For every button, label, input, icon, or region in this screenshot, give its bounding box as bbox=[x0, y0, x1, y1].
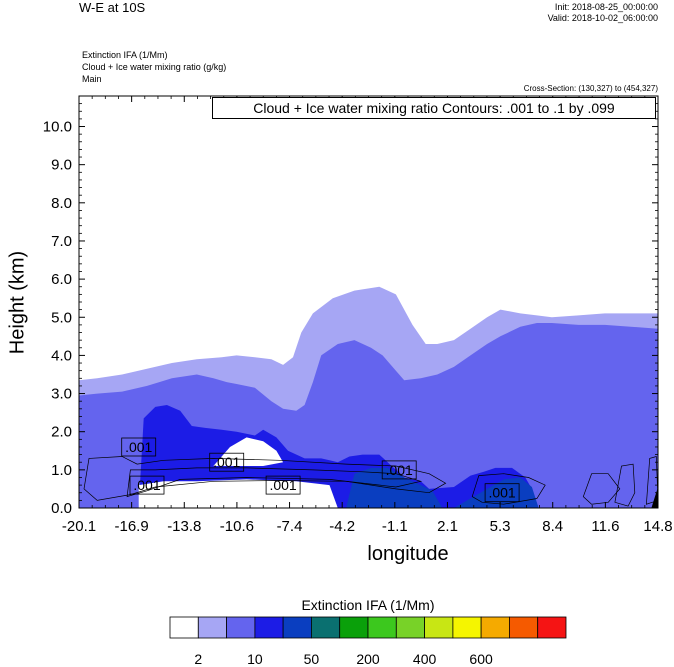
x-tick-label: -16.9 bbox=[114, 518, 148, 535]
x-axis-label: longitude bbox=[367, 543, 449, 565]
colorbar-cell bbox=[508, 616, 539, 639]
colorbar-label: 600 bbox=[469, 651, 493, 667]
colorbar: 2 10 50 200 400 600 bbox=[169, 616, 567, 667]
y-tick-label: 0.0 bbox=[51, 500, 72, 517]
y-tick-label: 8.0 bbox=[51, 195, 72, 212]
contour-label: .001 bbox=[488, 485, 515, 501]
terrain-wedge bbox=[651, 487, 658, 508]
colorbar-label: 50 bbox=[304, 651, 320, 667]
x-tick-label: 2.1 bbox=[437, 518, 458, 535]
colorbar-cell bbox=[367, 616, 397, 639]
colorbar-cell bbox=[480, 616, 510, 639]
colorbar-label: 10 bbox=[247, 651, 263, 667]
y-tick-label: 9.0 bbox=[51, 157, 72, 174]
colorbar-label: 400 bbox=[413, 651, 437, 667]
contour-line-2 bbox=[126, 467, 423, 498]
contour-label: .001 bbox=[386, 462, 413, 478]
x-tick-label: -10.6 bbox=[220, 518, 254, 535]
x-axis: -20.1 -16.9 -13.8 -10.6 -7.4 -4.2 -1.1 2.1 5.3 8.… bbox=[62, 96, 673, 535]
contour-label-box bbox=[129, 475, 165, 495]
contour-label-box bbox=[121, 437, 157, 457]
x-tick-label: -1.1 bbox=[382, 518, 408, 535]
colorbar-cell bbox=[310, 616, 341, 639]
contour-info-box: Cloud + Ice water mixing ratio Contours:… bbox=[212, 97, 656, 119]
contour-label: .001 bbox=[125, 439, 152, 455]
contour-line-1 bbox=[83, 456, 447, 501]
x-tick-label: 11.6 bbox=[591, 518, 619, 535]
field-label-mixing-ratio: Cloud + Ice water mixing ratio (g/kg) bbox=[82, 62, 227, 72]
init-time: Init: 2018-08-25_00:00:00 bbox=[554, 2, 658, 12]
colorbar-cell bbox=[395, 616, 425, 639]
y-tick-label: 1.0 bbox=[51, 462, 72, 479]
contour-line-4 bbox=[582, 473, 621, 505]
plot-title: W-E at 10S bbox=[79, 0, 146, 15]
colorbar-cell bbox=[169, 616, 199, 639]
field-label-extinction: Extinction IFA (1/Mm) bbox=[82, 50, 168, 60]
colorbar-cell bbox=[282, 616, 312, 639]
y-tick-label: 4.0 bbox=[51, 347, 72, 364]
x-tick-label: 14.8 bbox=[643, 518, 672, 535]
cloud-free-near-surface bbox=[138, 479, 338, 508]
y-tick-label: 3.0 bbox=[51, 386, 72, 403]
colorbar-cell bbox=[537, 616, 567, 639]
y-tick-label: 5.0 bbox=[51, 309, 72, 326]
contour-label: .001 bbox=[269, 477, 296, 493]
colorbar-cell bbox=[197, 616, 228, 639]
contour-label: .001 bbox=[133, 477, 160, 493]
x-tick-label: -20.1 bbox=[62, 518, 96, 535]
y-tick-label: 7.0 bbox=[51, 233, 72, 250]
contour-label-box bbox=[484, 483, 520, 503]
colorbar-cell bbox=[226, 616, 256, 639]
colorbar-label: 2 bbox=[194, 651, 202, 667]
x-tick-label: 5.3 bbox=[490, 518, 511, 535]
x-tick-label: -7.4 bbox=[277, 518, 303, 535]
cross-section-label: Cross-Section: (130,327) to (454,327) bbox=[523, 84, 658, 93]
colorbar-title: Extinction IFA (1/Mm) bbox=[301, 597, 435, 613]
colorbar-cell bbox=[452, 616, 482, 639]
contour-line-3 bbox=[471, 473, 546, 505]
x-tick-label: -4.2 bbox=[329, 518, 355, 535]
extinction-fill bbox=[79, 286, 658, 508]
valid-time: Valid: 2018-10-02_06:00:00 bbox=[547, 13, 658, 23]
colorbar-cell bbox=[339, 616, 369, 639]
y-tick-label: 6.0 bbox=[51, 271, 72, 288]
extinction-band-20-50 bbox=[337, 467, 539, 508]
contour-label-box bbox=[381, 460, 417, 480]
contour-label-box bbox=[265, 475, 301, 495]
contour-labels: .001 .001 .001 .001 .001 .001 bbox=[121, 437, 520, 503]
contour-label-box bbox=[209, 452, 245, 472]
x-tick-label: -13.8 bbox=[167, 518, 201, 535]
y-tick-label: 10.0 bbox=[43, 119, 72, 136]
colorbar-cell bbox=[254, 616, 284, 639]
colorbar-label: 200 bbox=[356, 651, 380, 667]
mixing-ratio-contours bbox=[83, 456, 659, 508]
colorbar-cell bbox=[424, 616, 454, 639]
field-label-main: Main bbox=[82, 74, 102, 84]
y-axis-label: Height (km) bbox=[6, 250, 29, 355]
x-tick-label: 8.4 bbox=[542, 518, 563, 535]
y-axis: 0.0 1.0 2.0 3.0 4.0 5.0 6.0 7.0 8.0 9.0 10.0 bbox=[43, 95, 658, 517]
contour-line-5 bbox=[614, 463, 636, 507]
contour-label: .001 bbox=[213, 454, 240, 470]
y-tick-label: 2.0 bbox=[51, 424, 72, 441]
